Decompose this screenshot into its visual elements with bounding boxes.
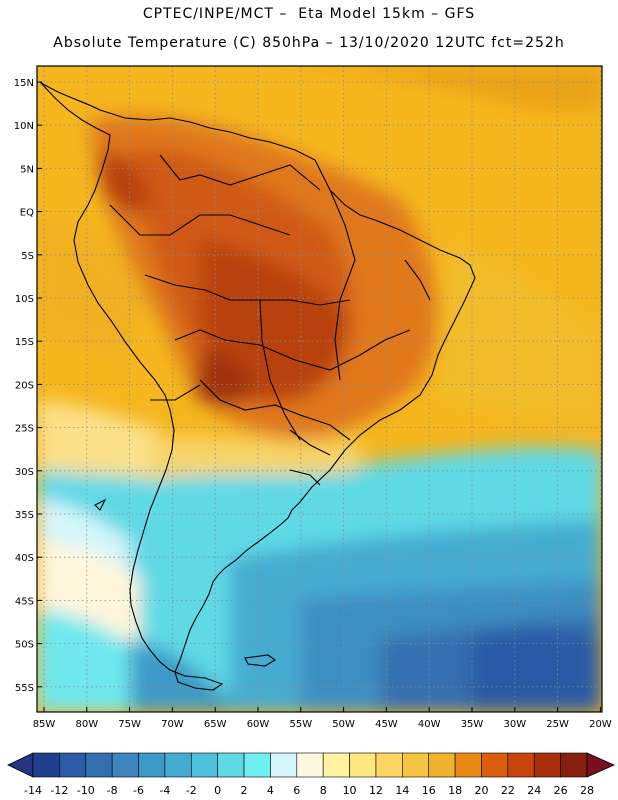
map-title-line2: Absolute Temperature (C) 850hPa – 13/10/… [53, 35, 565, 51]
colorbar-label: -12 [50, 784, 68, 797]
lon-label: 25W [546, 719, 569, 730]
lon-label: 50W [332, 719, 355, 730]
colorbar-swatch [375, 752, 403, 778]
lat-label: 55S [15, 683, 34, 694]
lon-label: 85W [33, 719, 56, 730]
colorbar-label: -10 [77, 784, 95, 797]
lat-label: 10N [14, 121, 34, 132]
lon-label: 65W [204, 719, 227, 730]
colorbar-swatch [507, 752, 535, 778]
colorbar-over-arrow [586, 752, 615, 778]
colorbar-label: -14 [24, 784, 42, 797]
colorbar-label: -8 [107, 784, 118, 797]
colorbar: -14 -12 -10 -8 -6 -4 -2 0 2 4 6 8 10 12 14 16 18 20 22 24 26… [7, 752, 615, 797]
colorbar-label: 14 [395, 784, 409, 797]
lon-label: 70W [161, 719, 184, 730]
colorbar-swatch [481, 752, 509, 778]
lat-label: 45S [15, 596, 34, 607]
lat-label: 15S [15, 337, 34, 348]
longitude-axis: 85W 80W 75W 70W 65W 60W 55W 50W 45W 40W 35W 30W 25W 2… [33, 707, 612, 730]
lon-label: 55W [289, 719, 312, 730]
lat-label: 25S [15, 424, 34, 435]
lat-label: 5N [20, 164, 34, 175]
colorbar-swatch [454, 752, 482, 778]
colorbar-swatch [428, 752, 456, 778]
colorbar-label: -2 [186, 784, 197, 797]
lat-label: 30S [15, 467, 34, 478]
colorbar-swatch [296, 752, 324, 778]
temperature-field [37, 66, 602, 712]
colorbar-swatch [322, 752, 350, 778]
lat-label: 50S [15, 640, 34, 651]
lon-label: 35W [461, 719, 484, 730]
coastlines [39, 81, 476, 691]
lat-label: 5S [21, 251, 34, 262]
lon-label: 30W [503, 719, 526, 730]
colorbar-label: 20 [474, 784, 488, 797]
colorbar-swatch [560, 752, 588, 778]
lon-label: 20W [589, 719, 612, 730]
lat-label: 15N [14, 78, 34, 89]
colorbar-label: 8 [320, 784, 327, 797]
colorbar-label: 2 [241, 784, 248, 797]
colorbar-swatch [111, 752, 139, 778]
colorbar-swatch [138, 752, 166, 778]
colorbar-swatch [217, 752, 245, 778]
colorbar-label: 28 [580, 784, 594, 797]
colorbar-label: 16 [422, 784, 436, 797]
lat-label: 40S [15, 553, 34, 564]
colorbar-label: 24 [527, 784, 541, 797]
lon-label: 75W [118, 719, 141, 730]
colorbar-swatch [32, 752, 60, 778]
colorbar-label: 12 [369, 784, 383, 797]
lon-label: 80W [75, 719, 98, 730]
map-frame [36, 65, 603, 713]
lat-label: 10S [15, 294, 34, 305]
colorbar-label: 0 [214, 784, 221, 797]
colorbar-swatch [402, 752, 430, 778]
map-title-line1: CPTEC/INPE/MCT – Eta Model 15km – GFS [142, 6, 476, 22]
colorbar-label: 6 [293, 784, 300, 797]
colorbar-swatch [190, 752, 218, 778]
colorbar-swatch [164, 752, 192, 778]
latitude-axis: 15N 10N 5N EQ 5S 10S 15S 20S 25S 30S 35S 40S 45S 50S 5… [14, 78, 42, 694]
colorbar-label: 18 [448, 784, 462, 797]
lon-label: 45W [375, 719, 398, 730]
colorbar-swatch [270, 752, 298, 778]
colorbar-swatch [59, 752, 87, 778]
colorbar-under-arrow [7, 752, 34, 778]
colorbar-swatch [243, 752, 271, 778]
colorbar-label: 22 [501, 784, 515, 797]
colorbar-label: -4 [159, 784, 170, 797]
lat-label: EQ [20, 208, 34, 219]
lat-label: 35S [15, 510, 34, 521]
colorbar-label: 4 [267, 784, 274, 797]
lon-label: 60W [247, 719, 270, 730]
colorbar-label: 10 [343, 784, 357, 797]
lon-label: 40W [418, 719, 441, 730]
colorbar-swatch [533, 752, 561, 778]
lat-label: 20S [15, 380, 34, 391]
colorbar-swatch [349, 752, 377, 778]
colorbar-swatch [85, 752, 113, 778]
colorbar-label: -6 [133, 784, 144, 797]
colorbar-label: 26 [554, 784, 568, 797]
